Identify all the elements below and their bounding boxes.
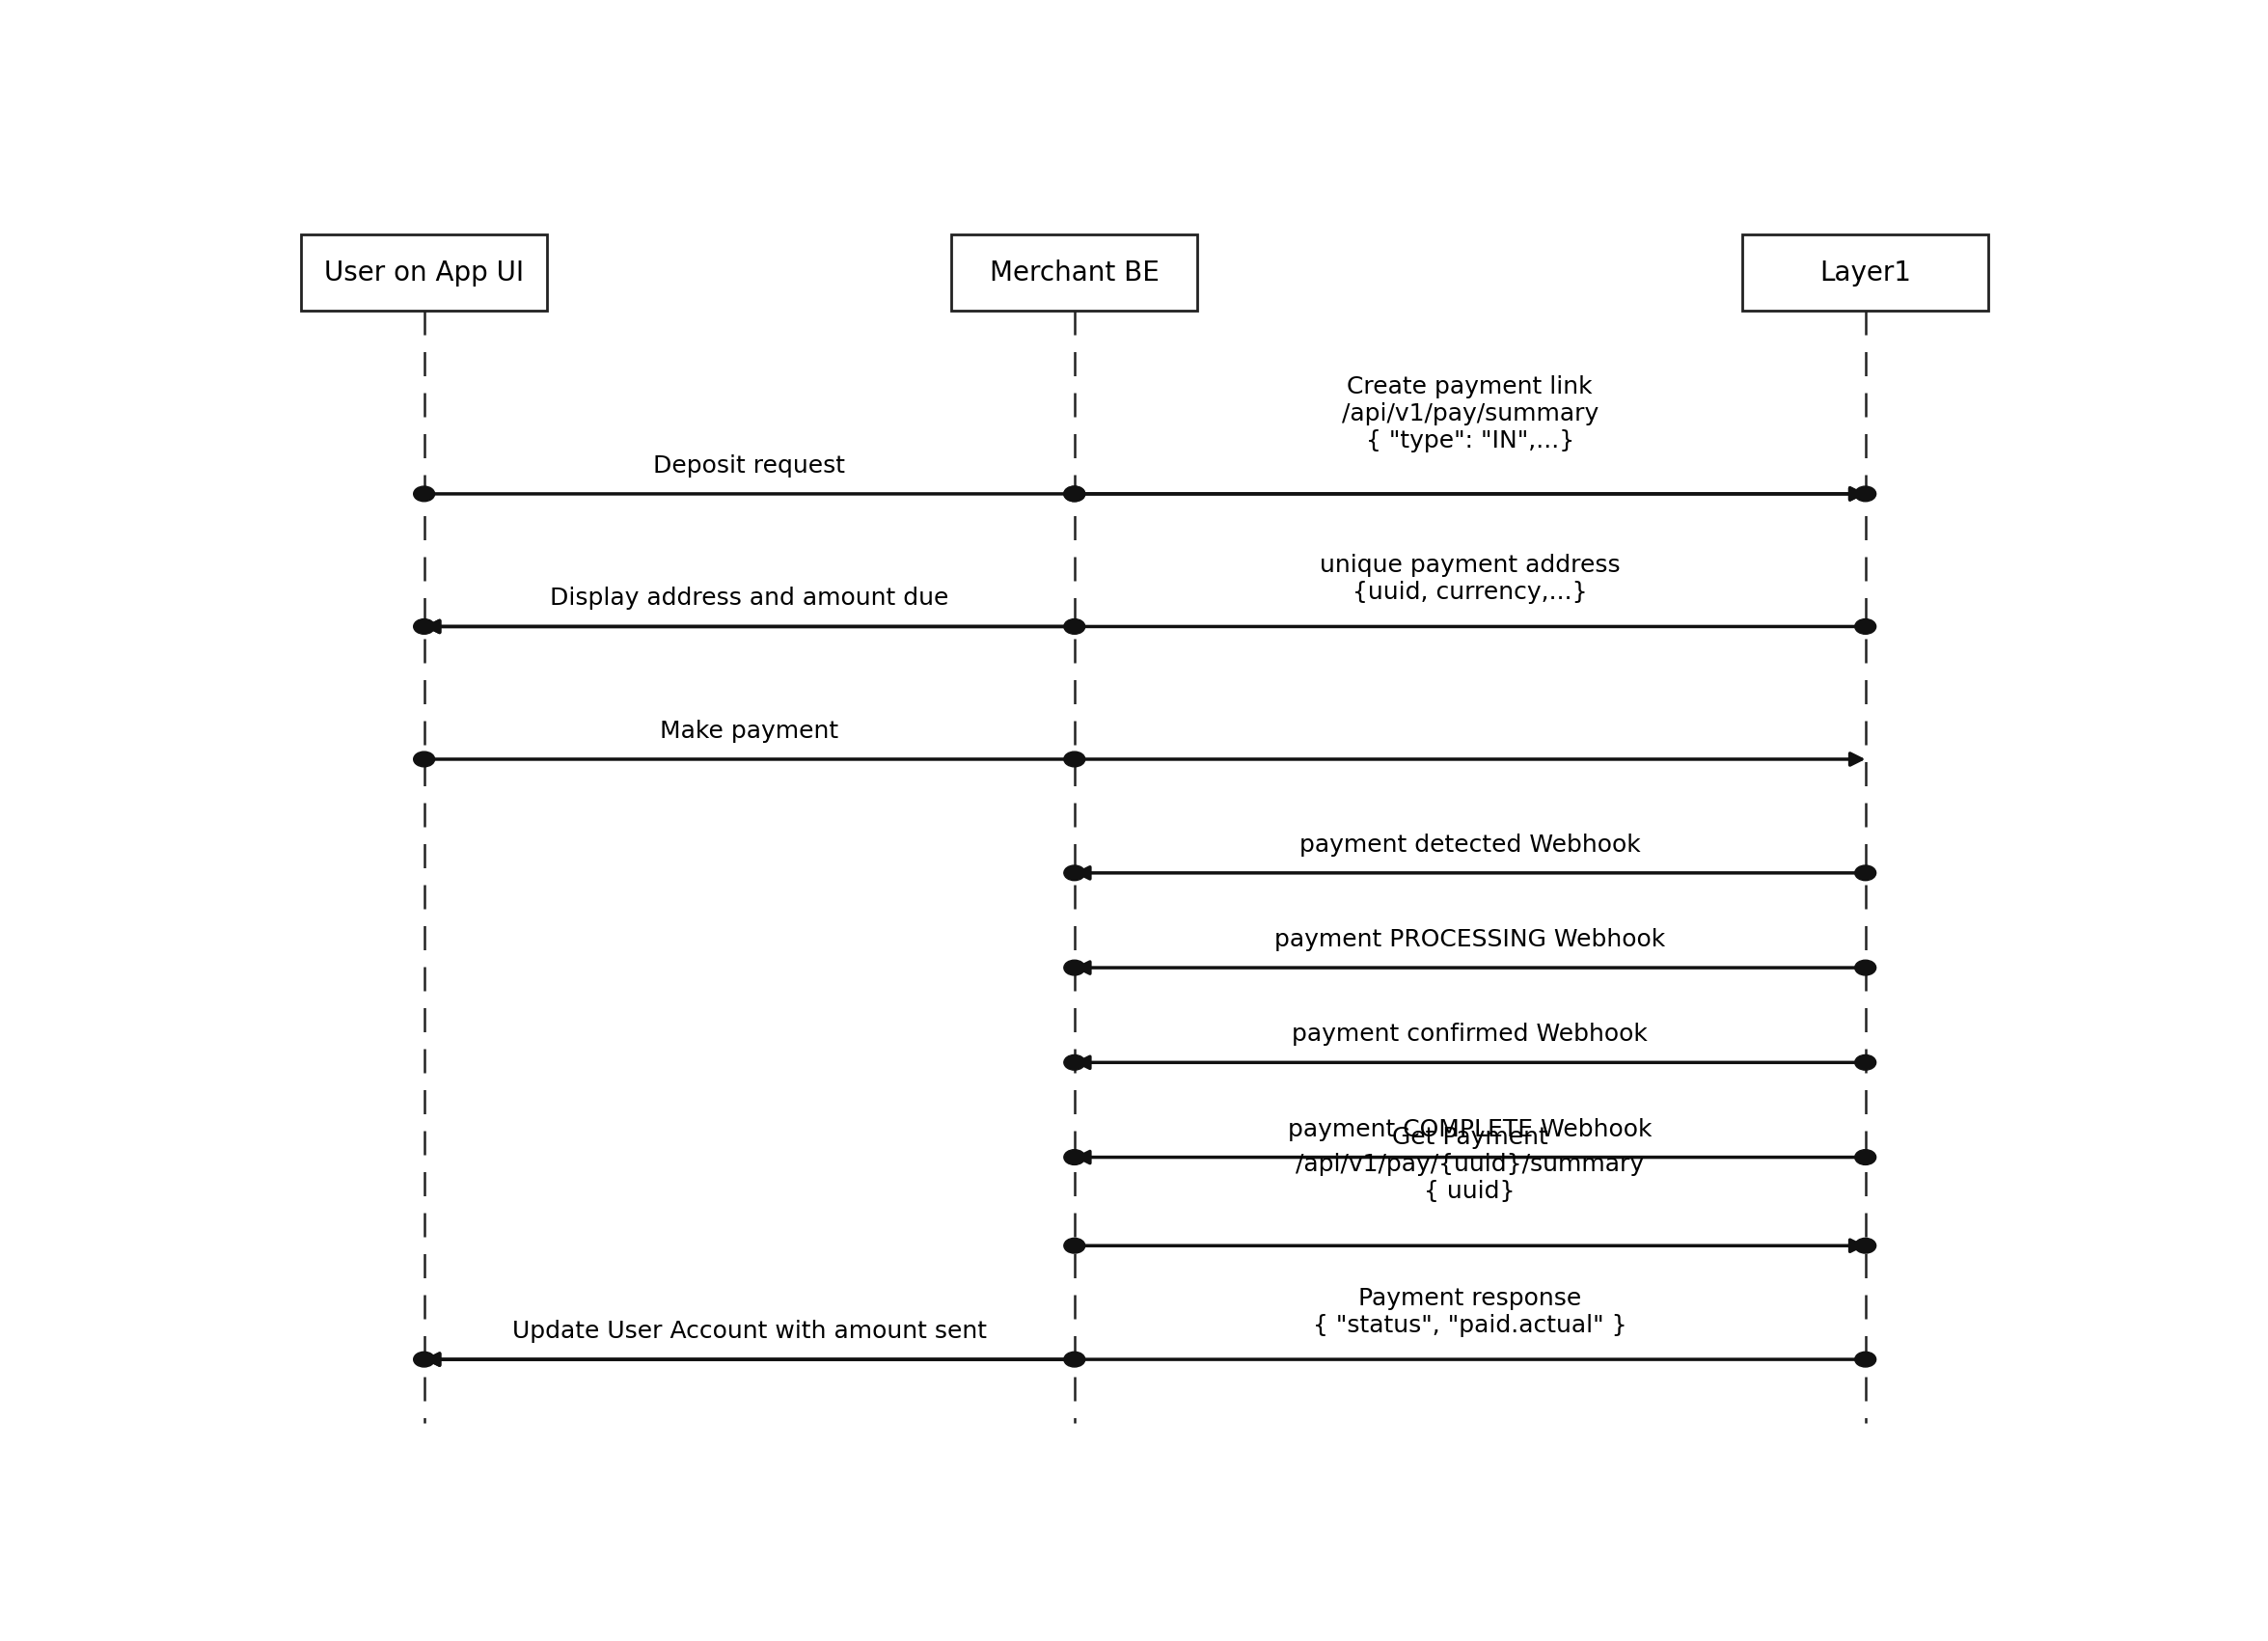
Text: Layer1: Layer1 <box>1819 259 1912 286</box>
Circle shape <box>1064 1237 1084 1254</box>
Circle shape <box>1064 486 1084 502</box>
Text: payment confirmed Webhook: payment confirmed Webhook <box>1293 1022 1649 1045</box>
Circle shape <box>1064 960 1084 975</box>
Text: Display address and amount due: Display address and amount due <box>549 587 948 610</box>
Circle shape <box>1855 1352 1876 1367</box>
FancyBboxPatch shape <box>302 235 547 310</box>
Circle shape <box>1855 486 1876 502</box>
Text: Payment response
{ "status", "paid.actual" }: Payment response { "status", "paid.actua… <box>1313 1287 1626 1337</box>
Text: unique payment address
{uuid, currency,...}: unique payment address {uuid, currency,.… <box>1320 553 1619 604</box>
Circle shape <box>1064 1352 1084 1367</box>
Text: User on App UI: User on App UI <box>324 259 524 286</box>
Text: payment detected Webhook: payment detected Webhook <box>1300 834 1640 857</box>
Text: Deposit request: Deposit request <box>653 455 846 478</box>
Circle shape <box>1064 1055 1084 1070</box>
Circle shape <box>1855 1150 1876 1165</box>
Text: Update User Account with amount sent: Update User Account with amount sent <box>513 1319 987 1342</box>
Text: payment PROCESSING Webhook: payment PROCESSING Webhook <box>1275 929 1665 952</box>
Circle shape <box>413 752 435 766</box>
Circle shape <box>413 1352 435 1367</box>
Circle shape <box>413 619 435 633</box>
Circle shape <box>413 486 435 502</box>
Circle shape <box>1855 865 1876 881</box>
Circle shape <box>1064 619 1084 633</box>
Text: Create payment link
/api/v1/pay/summary
{ "type": "IN",...}: Create payment link /api/v1/pay/summary … <box>1343 376 1599 453</box>
Text: Merchant BE: Merchant BE <box>989 259 1159 286</box>
Circle shape <box>1855 960 1876 975</box>
Text: payment COMPLETE Webhook: payment COMPLETE Webhook <box>1288 1118 1651 1140</box>
Circle shape <box>1855 1055 1876 1070</box>
Circle shape <box>1064 1150 1084 1165</box>
Circle shape <box>1064 486 1084 502</box>
Circle shape <box>1064 752 1084 766</box>
Circle shape <box>1855 1237 1876 1254</box>
Circle shape <box>1064 865 1084 881</box>
Circle shape <box>1855 619 1876 633</box>
Text: Get Payment
/api/v1/pay/{uuid}/summary
{ uuid}: Get Payment /api/v1/pay/{uuid}/summary {… <box>1295 1126 1644 1203</box>
Text: Make payment: Make payment <box>660 720 839 743</box>
FancyBboxPatch shape <box>953 235 1198 310</box>
FancyBboxPatch shape <box>1742 235 1989 310</box>
